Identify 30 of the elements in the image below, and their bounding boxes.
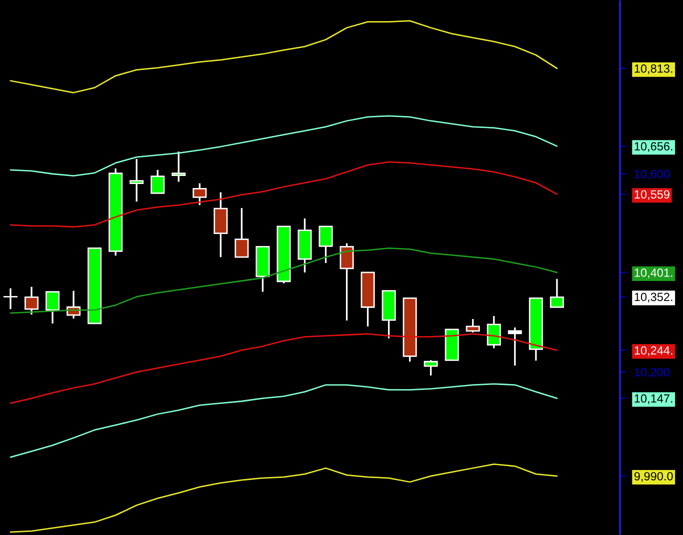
y-tick-label: 10,352.	[634, 292, 672, 303]
line-series	[10, 161, 558, 228]
line-series	[10, 115, 558, 177]
y-tick-label: 10,147.	[634, 394, 672, 404]
y-tick-label: 9,990.0	[634, 472, 673, 482]
candlestick	[466, 318, 480, 334]
candlestick	[46, 290, 60, 324]
y-tick-label: 10,656.	[634, 142, 672, 152]
y-tick-label: 10,200	[634, 368, 670, 378]
line-series	[10, 20, 558, 94]
candlestick	[234, 207, 249, 258]
y-tick-label: 10,813.	[634, 64, 672, 74]
candlestick	[150, 169, 165, 194]
candlestick	[486, 315, 501, 350]
candlestick	[508, 326, 522, 366]
candlestick	[318, 226, 333, 264]
candlestick	[424, 359, 438, 376]
line-series	[10, 463, 558, 533]
line-series	[10, 383, 558, 458]
candlestick	[340, 242, 354, 322]
candlestick	[130, 158, 144, 202]
y-tick-label: 10,244.	[634, 346, 672, 356]
y-tick-label: 10,559	[634, 190, 670, 200]
candlestick	[172, 150, 186, 183]
candlestick	[550, 278, 564, 308]
candlestick	[192, 182, 207, 206]
candlestick	[4, 287, 18, 310]
y-tick-label: 10,600	[634, 170, 670, 180]
candlestick	[24, 286, 39, 316]
y-tick-label: 10,401.	[634, 268, 672, 278]
